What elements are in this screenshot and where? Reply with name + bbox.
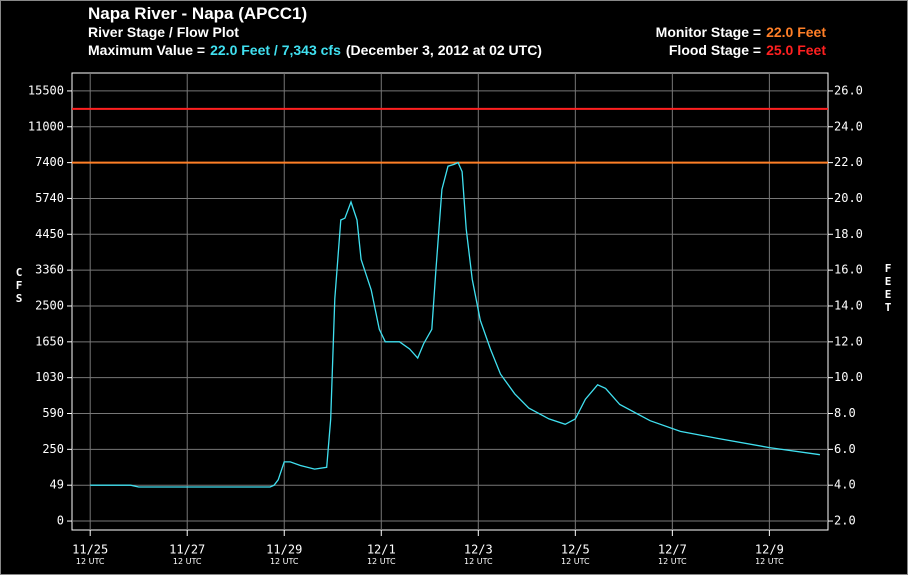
y2-tick-label: 6.0: [834, 442, 856, 456]
y2-tick-label: 2.0: [834, 514, 856, 528]
threshold-value-label: 25.0 Feet: [766, 42, 826, 58]
y2-tick-label: 12.0: [834, 334, 863, 348]
y2-axis-label: FEET: [882, 262, 895, 314]
max-value: 22.0 Feet / 7,343 cfs: [210, 42, 341, 58]
y2-tick-label: 20.0: [834, 191, 863, 205]
y2-tick-label: 4.0: [834, 478, 856, 492]
y2-tick-label: 16.0: [834, 263, 863, 277]
y2-tick-label: 8.0: [834, 406, 856, 420]
y-tick-label: 1650: [35, 334, 64, 348]
y-tick-label: 0: [57, 514, 64, 528]
y-tick-label: 3360: [35, 263, 64, 277]
x-tick-sublabel: 12 UTC: [755, 557, 784, 566]
y-tick-label: 15500: [28, 83, 64, 97]
x-tick-sublabel: 12 UTC: [76, 557, 105, 566]
y2-tick-label: 14.0: [834, 298, 863, 312]
y2-tick-label: 22.0: [834, 155, 863, 169]
threshold-label: Flood Stage =: [669, 42, 761, 58]
y2-tick-label: 24.0: [834, 119, 863, 133]
x-tick-sublabel: 12 UTC: [658, 557, 687, 566]
max-time: (December 3, 2012 at 02 UTC): [346, 42, 542, 58]
y-tick-label: 7400: [35, 155, 64, 169]
y2-tick-label: 10.0: [834, 370, 863, 384]
y-tick-label: 250: [42, 442, 64, 456]
x-tick-sublabel: 12 UTC: [173, 557, 202, 566]
max-label: Maximum Value =: [88, 42, 205, 58]
x-tick-label: 11/27: [169, 543, 205, 557]
y-tick-label: 2500: [35, 298, 64, 312]
y-tick-label: 5740: [35, 191, 64, 205]
threshold-label: Monitor Stage =: [656, 24, 761, 40]
y-tick-label: 590: [42, 406, 64, 420]
x-tick-sublabel: 12 UTC: [561, 557, 590, 566]
y-tick-label: 49: [50, 478, 64, 492]
plot-frame: [71, 72, 829, 531]
y-tick-label: 4450: [35, 227, 64, 241]
x-tick-sublabel: 12 UTC: [464, 557, 493, 566]
x-tick-label: 12/5: [561, 543, 590, 557]
chart-title: Napa River - Napa (APCC1): [88, 4, 307, 23]
y-tick-label: 1030: [35, 370, 64, 384]
y-tick-label: 11000: [28, 119, 64, 133]
x-tick-label: 11/29: [266, 543, 302, 557]
x-tick-label: 12/9: [755, 543, 784, 557]
x-tick-label: 12/1: [367, 543, 396, 557]
y-axis-label: CFS: [13, 266, 26, 305]
threshold-value-label: 22.0 Feet: [766, 24, 826, 40]
x-tick-sublabel: 12 UTC: [270, 557, 299, 566]
y2-tick-label: 18.0: [834, 227, 863, 241]
x-tick-label: 12/3: [464, 543, 493, 557]
y2-tick-label: 26.0: [834, 83, 863, 97]
x-tick-label: 11/25: [72, 543, 108, 557]
chart-subtitle: River Stage / Flow Plot: [88, 24, 239, 40]
x-tick-label: 12/7: [658, 543, 687, 557]
stage-line: [90, 161, 820, 488]
x-tick-sublabel: 12 UTC: [367, 557, 396, 566]
